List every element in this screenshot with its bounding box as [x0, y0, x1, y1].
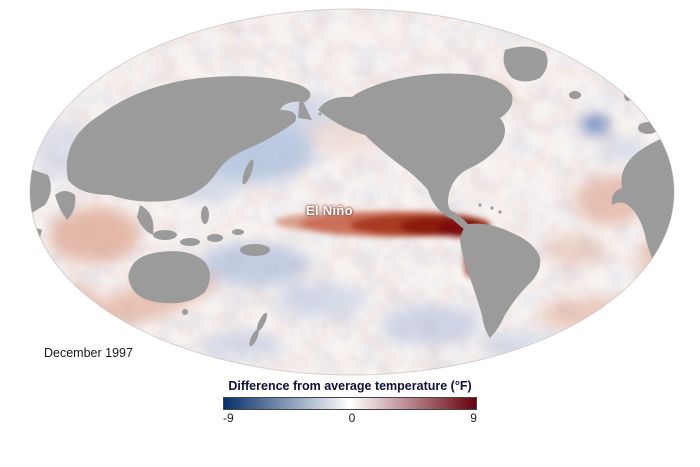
legend-title: Difference from average temperature (°F) — [228, 379, 472, 393]
legend-mid-label: 0 — [348, 411, 356, 425]
legend-gradient-bar — [223, 397, 477, 410]
legend: Difference from average temperature (°F)… — [0, 379, 700, 425]
legend-tick-labels: -9 0 9 — [223, 411, 477, 425]
date-label: December 1997 — [44, 346, 133, 360]
legend-max-label: 9 — [470, 411, 477, 425]
legend-min-label: -9 — [223, 411, 234, 425]
el-nino-annotation: El Niño — [306, 203, 353, 218]
continents — [30, 46, 674, 347]
